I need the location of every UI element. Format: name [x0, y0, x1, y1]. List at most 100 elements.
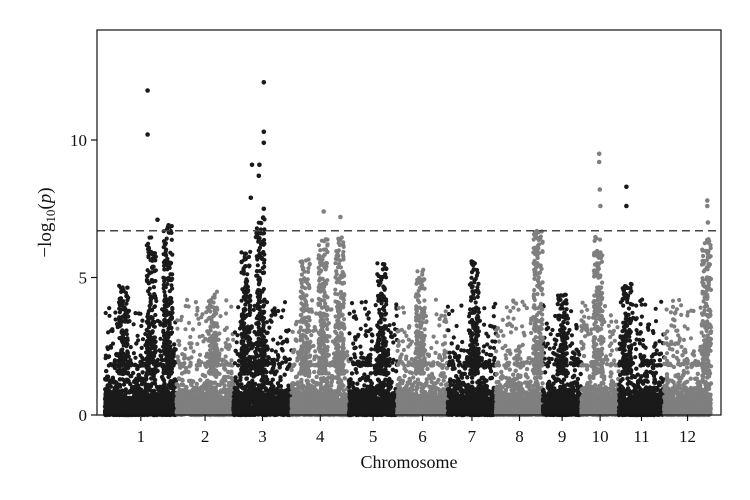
snp-point [222, 327, 227, 333]
snp-point [181, 404, 187, 409]
snp-point [289, 390, 294, 395]
snp-point [214, 405, 219, 410]
snp-point [202, 393, 207, 399]
snp-point [231, 337, 236, 342]
snp-point [240, 386, 246, 391]
snp-point [131, 404, 136, 409]
snp-point [271, 370, 276, 375]
snp-point [284, 357, 290, 362]
snp-point [282, 300, 288, 305]
snp-point [267, 325, 272, 330]
snp-point [176, 361, 182, 366]
snp-point [244, 407, 249, 412]
snp-point [186, 396, 191, 401]
snp-point [195, 341, 200, 347]
snp-point [196, 316, 201, 321]
snp-point [269, 313, 274, 318]
snp-point [109, 409, 114, 414]
snp-point [158, 353, 163, 358]
snp-point [268, 398, 273, 403]
snp-point [227, 398, 232, 403]
snp-point [180, 378, 185, 383]
snp-point [281, 340, 286, 345]
snp-point [208, 380, 213, 386]
snp-point [114, 411, 119, 417]
snp-point [107, 378, 112, 383]
snp-point [223, 354, 228, 359]
snp-point [177, 342, 182, 347]
snp-point [153, 406, 158, 411]
snp-point [224, 298, 229, 303]
snp-point [260, 405, 265, 411]
snp-point [229, 304, 234, 309]
snp-point [104, 368, 109, 374]
snp-point [188, 345, 193, 350]
snp-point [206, 395, 212, 400]
snp-point [266, 355, 271, 360]
snp-point [233, 348, 238, 353]
snp-point [150, 394, 156, 399]
snp-point [136, 387, 141, 392]
snp-point [160, 392, 166, 397]
snp-point [180, 396, 185, 402]
chromosome-1-points [102, 298, 179, 418]
snp-point [110, 328, 115, 334]
snp-point [107, 313, 112, 318]
snp-point [232, 397, 237, 402]
snp-point [172, 342, 177, 347]
snp-point [186, 409, 191, 414]
snp-point [194, 312, 199, 317]
snp-point [113, 310, 118, 315]
snp-point [278, 377, 283, 383]
snp-point [229, 358, 234, 363]
snp-point [272, 407, 277, 412]
snp-point [191, 349, 196, 354]
snp-point [200, 410, 205, 415]
snp-point [278, 335, 283, 340]
snp-point [112, 394, 118, 399]
snp-point [222, 366, 227, 371]
snp-point [138, 353, 143, 358]
snp-point [198, 377, 203, 383]
snp-point [202, 399, 208, 404]
snp-point [188, 363, 193, 368]
snp-point [134, 377, 139, 382]
snp-point [182, 353, 187, 358]
snp-point [168, 402, 173, 407]
snp-point [157, 395, 162, 400]
snp-point [285, 389, 290, 395]
snp-point [149, 376, 154, 381]
snp-point [176, 376, 182, 381]
snp-point [133, 311, 138, 316]
snp-point [103, 353, 108, 358]
snp-point [127, 389, 133, 394]
snp-point [141, 357, 146, 362]
snp-point [103, 399, 108, 404]
snp-point [259, 394, 264, 399]
snp-point [236, 305, 241, 310]
snp-point [138, 311, 143, 316]
snp-point [131, 322, 136, 327]
snp-point [105, 404, 111, 410]
snp-point [217, 331, 222, 336]
snp-point [219, 395, 224, 400]
snp-point [103, 310, 108, 316]
snp-point [136, 338, 141, 343]
snp-point [253, 403, 258, 409]
snp-point [177, 339, 182, 344]
snp-point [136, 372, 141, 378]
snp-point [140, 318, 145, 323]
snp-point [146, 397, 151, 403]
snp-point [138, 361, 143, 366]
snp-point [200, 386, 205, 391]
snp-point [140, 370, 145, 375]
snp-point [145, 392, 151, 397]
snp-point [195, 305, 200, 311]
snp-point [202, 374, 208, 379]
snp-point [219, 347, 224, 352]
snp-point [103, 377, 108, 382]
snp-point [194, 381, 199, 387]
snp-point [197, 352, 203, 357]
snp-point [175, 318, 180, 323]
snp-point [240, 408, 245, 413]
